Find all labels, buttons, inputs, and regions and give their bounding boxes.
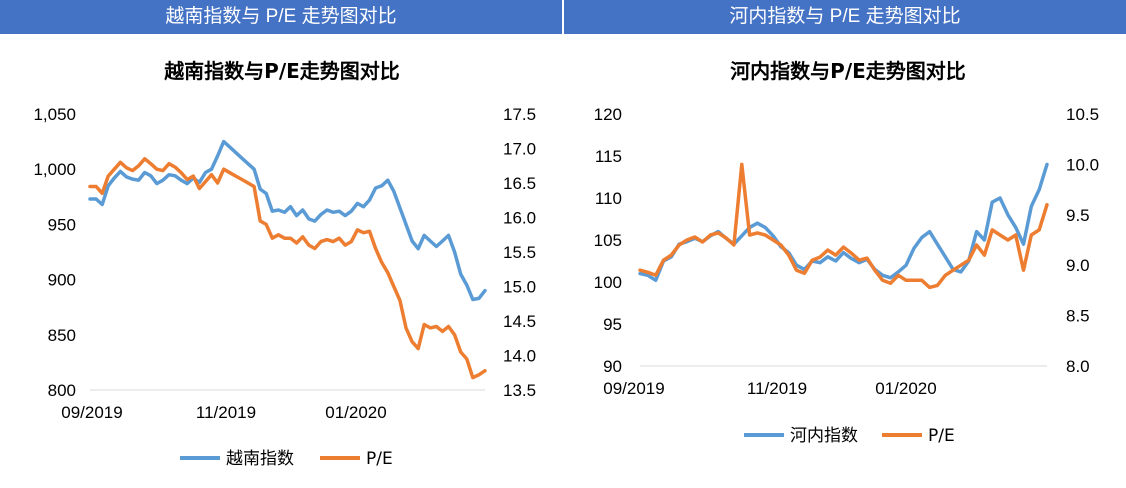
vn-chart-title: 越南指数与P/E走势图对比 bbox=[163, 59, 400, 83]
hnx-y-left-tick: 105 bbox=[594, 231, 622, 250]
vn-series-line-index bbox=[88, 139, 487, 302]
hnx-y-left-tick: 115 bbox=[595, 147, 622, 166]
hnx-series-line-index bbox=[638, 162, 1049, 283]
hnx-y-right-tick: 10.0 bbox=[1066, 155, 1099, 174]
vn-y-right-tick: 17.0 bbox=[503, 140, 536, 159]
hnx-y-left-tick: 95 bbox=[603, 315, 622, 334]
hnx-series-line-pe bbox=[638, 162, 1049, 290]
hnx-y-right-tick: 9.5 bbox=[1066, 206, 1090, 225]
vn-y-right-tick: 13.5 bbox=[503, 381, 536, 400]
hnx-y-left-tick: 90 bbox=[603, 357, 622, 376]
hnx-y-right-tick: 9.0 bbox=[1066, 256, 1090, 275]
hnx-index-panel: 河内指数与 P/E 走势图对比 河内指数与P/E走势图对比 90 95 100 105 1… bbox=[564, 0, 1126, 488]
hnx-x-tick: 09/2019 bbox=[603, 379, 664, 398]
vn-y-right-tick: 16.0 bbox=[503, 209, 536, 228]
vn-index-panel: 越南指数与 P/E 走势图对比 越南指数与P/E走势图对比 800 850 900 95… bbox=[0, 0, 562, 469]
hnx-banner-header: 河内指数与 P/E 走势图对比 bbox=[564, 0, 1126, 34]
vn-index-chart: 越南指数与P/E走势图对比 800 850 900 950 1,000 1,050 13.5 1… bbox=[33, 59, 536, 469]
vn-legend-label: 越南指数 bbox=[226, 449, 294, 469]
vn-y-right-tick: 14.5 bbox=[503, 312, 536, 331]
vn-y-left-tick: 950 bbox=[48, 215, 76, 234]
hnx-y-left-tick: 100 bbox=[594, 273, 622, 292]
vn-legend-label: P/E bbox=[366, 449, 393, 469]
hnx-y-right-tick: 8.5 bbox=[1066, 307, 1090, 326]
hnx-y-left-tick: 120 bbox=[594, 105, 622, 124]
vn-y-right-tick: 14.0 bbox=[503, 347, 536, 366]
vn-y-left-tick: 900 bbox=[48, 271, 76, 290]
hnx-legend-label: 河内指数 bbox=[790, 426, 858, 446]
vn-y-right-tick: 16.5 bbox=[503, 174, 536, 193]
vn-y-left-tick: 1,050 bbox=[33, 105, 76, 124]
vn-y-right-tick: 15.5 bbox=[503, 243, 536, 262]
vn-y-right-tick: 17.5 bbox=[503, 105, 536, 124]
vn-y-left-tick: 850 bbox=[48, 326, 76, 345]
hnx-index-chart: 河内指数与P/E走势图对比 90 95 100 105 110 115 120 8.0 8.5 9.… bbox=[594, 59, 1099, 446]
vn-x-tick: 01/2020 bbox=[325, 403, 386, 422]
hnx-legend-label: P/E bbox=[928, 426, 955, 446]
vn-x-tick: 09/2019 bbox=[61, 403, 122, 422]
vn-y-left-tick: 800 bbox=[48, 381, 76, 400]
hnx-y-right-tick: 10.5 bbox=[1066, 105, 1099, 124]
vn-x-tick: 11/2019 bbox=[196, 403, 256, 422]
hnx-y-right-tick: 8.0 bbox=[1066, 357, 1090, 376]
vn-series-line-pe bbox=[88, 157, 487, 380]
hnx-x-tick: 01/2020 bbox=[875, 379, 936, 398]
hnx-chart-title: 河内指数与P/E走势图对比 bbox=[730, 59, 966, 83]
vn-banner-header: 越南指数与 P/E 走势图对比 bbox=[0, 0, 562, 34]
hnx-x-tick: 11/2019 bbox=[747, 379, 807, 398]
vn-y-left-tick: 1,000 bbox=[33, 160, 76, 179]
hnx-y-left-tick: 110 bbox=[595, 189, 622, 208]
vn-y-right-tick: 15.0 bbox=[503, 278, 536, 297]
